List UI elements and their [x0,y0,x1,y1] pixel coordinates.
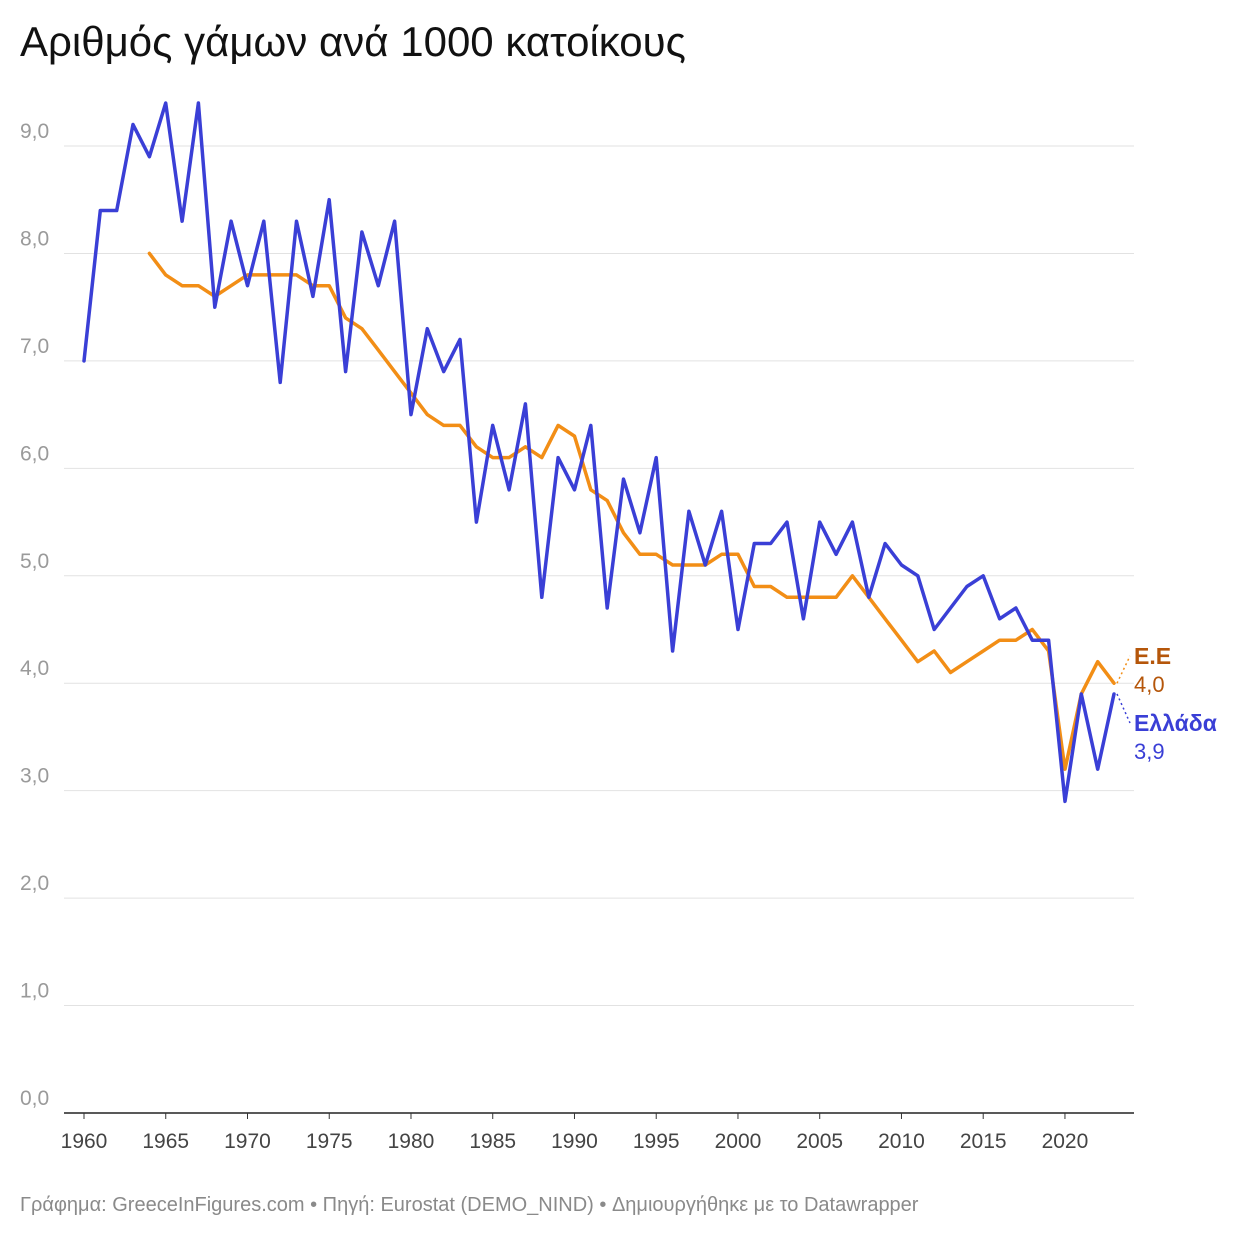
x-tick-label: 2005 [796,1130,843,1153]
x-tick-label: 1960 [61,1130,108,1153]
label-connector-1 [1116,693,1131,724]
y-tick-label: 6,0 [20,442,49,465]
series-name-label-0: Ε.Ε [1134,643,1171,669]
y-tick-label: 7,0 [20,335,49,358]
label-connector-0 [1116,655,1131,684]
y-tick-label: 5,0 [20,550,49,573]
series-end-labels: Ε.Ε 4,0 Ελλάδα 3,9 [1116,643,1217,764]
grid-lines [64,145,1134,1114]
series-value-label-1: 3,9 [1134,739,1165,764]
x-tick-label: 1990 [551,1130,598,1153]
y-tick-label: 3,0 [20,765,49,788]
x-tick-label: 1965 [142,1130,189,1153]
x-axis: 1960 1965 1970 1975 1980 1985 1990 1995 2000 2005… [61,1113,1089,1153]
y-tick-label: 9,0 [20,120,49,143]
y-tick-label: 1,0 [20,980,49,1003]
y-tick-label: 0,0 [20,1087,49,1110]
series-lines [82,101,1116,804]
series-line-1 [82,101,1116,804]
y-tick-label: 2,0 [20,872,49,895]
x-tick-label: 1975 [306,1130,353,1153]
y-tick-label: 4,0 [20,657,49,680]
chart-title: Αριθμός γάμων ανά 1000 κατοίκους [20,18,686,65]
y-tick-label: 8,0 [20,227,49,250]
x-tick-label: 1995 [633,1130,680,1153]
y-axis: 0,0 1,0 2,0 3,0 4,0 5,0 6,0 7,0 8,0 9,0 [20,120,49,1110]
x-tick-label: 2010 [878,1130,925,1153]
series-value-label-0: 4,0 [1134,672,1165,697]
x-tick-label: 1970 [224,1130,271,1153]
x-tick-label: 2000 [715,1130,762,1153]
x-tick-label: 2020 [1042,1130,1089,1153]
source-footer: Γράφημα: GreeceInFigures.com • Πηγή: Eur… [20,1194,919,1216]
series-name-label-1: Ελλάδα [1134,710,1217,736]
x-tick-label: 1985 [469,1130,516,1153]
x-tick-label: 2015 [960,1130,1007,1153]
x-tick-label: 1980 [388,1130,435,1153]
